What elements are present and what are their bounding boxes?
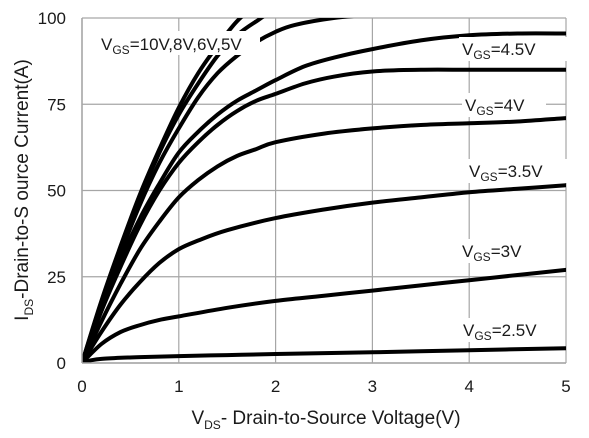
series-label-bg-8 (460, 318, 564, 342)
x-tick-label: 1 (174, 377, 183, 396)
series-label-bg-4 (459, 37, 567, 61)
x-axis-label: VDS- Drain-to-Source Voltage(V) (191, 408, 460, 432)
x-tick-label: 4 (464, 377, 473, 396)
y-tick-label: 25 (47, 268, 66, 287)
x-tick-label: 0 (77, 377, 86, 396)
series-label-bg-7 (459, 239, 541, 263)
series-label-4: VGS=4.5V (462, 40, 536, 62)
series-curve-2 (82, 18, 354, 363)
y-axis-label: IDS-Drain-to-S ource Current(A) (12, 59, 36, 321)
y-tick-label: 100 (38, 9, 66, 28)
series-curve-8 (82, 346, 566, 363)
series-curve-7 (82, 267, 566, 363)
series-label-bg-0 (95, 31, 260, 55)
series-curve-5 (82, 116, 566, 363)
y-tick-label: 75 (47, 95, 66, 114)
x-tick-label: 3 (368, 377, 377, 396)
series-curve-4 (82, 67, 566, 363)
series-labels: VGS=10V,8V,6V,5V VGS=4.5V VGS=4V VGS=3.5… (95, 31, 568, 343)
x-tick-label: 2 (271, 377, 280, 396)
series-label-bg-5 (462, 93, 546, 117)
y-tick-label: 50 (47, 182, 66, 201)
series-label-bg-6 (466, 159, 568, 183)
x-tick-label: 5 (561, 377, 570, 396)
series-curve-3 (82, 31, 566, 363)
series-label-6: VGS=3.5V (469, 162, 543, 184)
series-curves (82, 18, 566, 363)
series-curve-6 (82, 183, 566, 363)
series-label-7: VGS=3V (462, 242, 522, 264)
series-label-8: VGS=2.5V (463, 321, 537, 343)
series-label-5: VGS=4V (465, 96, 525, 118)
series-label-0: VGS=10V,8V,6V,5V (101, 35, 242, 57)
y-tick-label: 0 (57, 354, 66, 373)
